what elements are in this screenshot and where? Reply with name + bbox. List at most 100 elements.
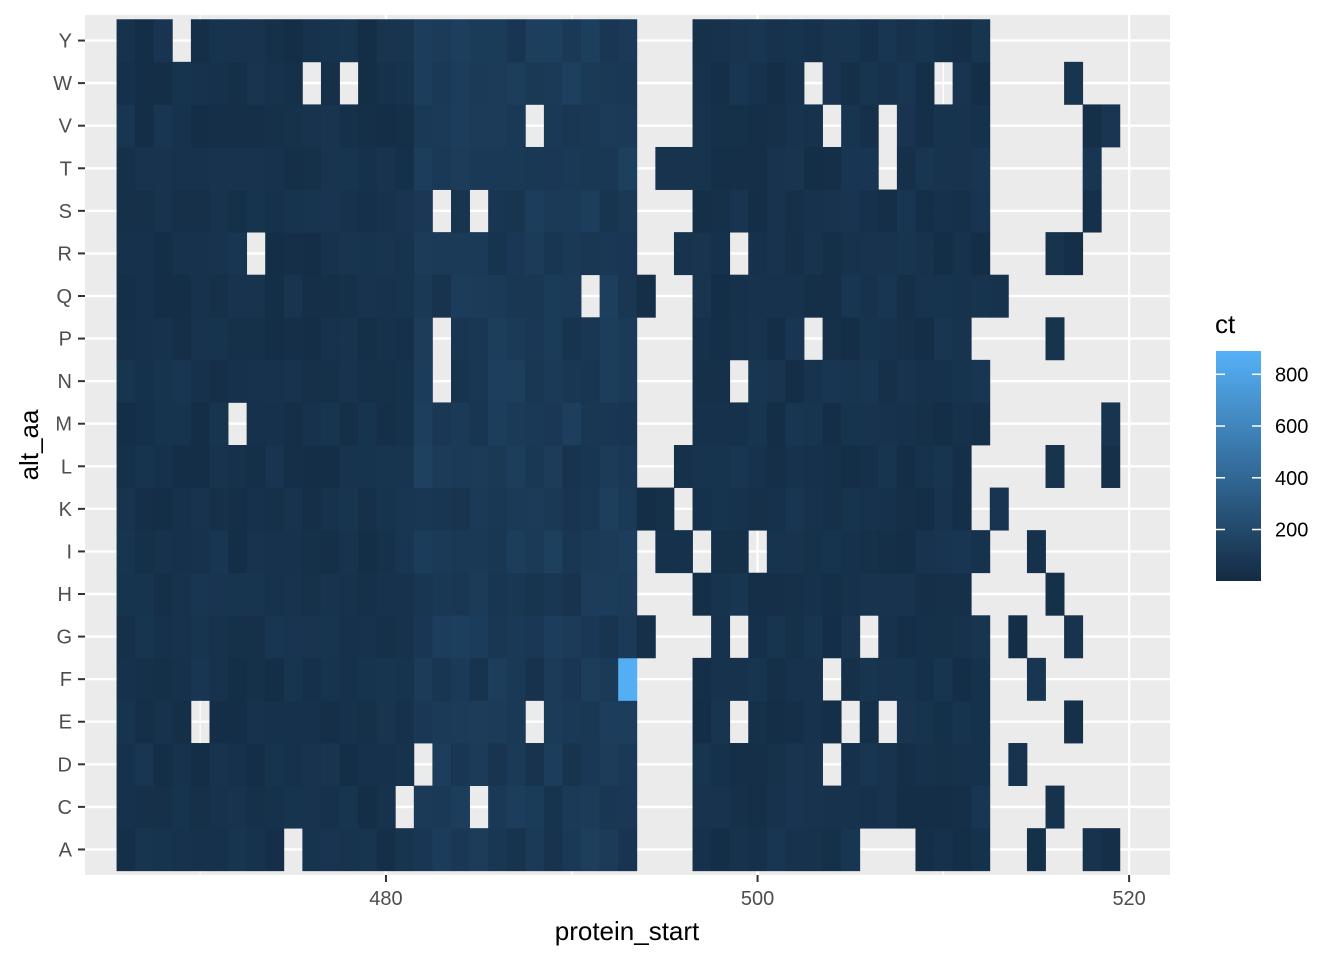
heatmap-tile: [878, 19, 898, 63]
heatmap-tile: [135, 743, 155, 786]
heatmap-tile: [599, 530, 619, 574]
heatmap-tile: [172, 274, 192, 318]
heatmap-tile: [692, 359, 712, 403]
heatmap-tile: [246, 828, 266, 872]
heatmap-tile: [302, 572, 322, 616]
heatmap-tile: [246, 402, 266, 446]
heatmap-tile: [896, 743, 916, 786]
heatmap-tile: [618, 189, 638, 233]
heatmap-tile: [432, 572, 452, 616]
heatmap-tile: [395, 232, 415, 276]
heatmap-tile: [915, 189, 935, 233]
heatmap-tile: [618, 487, 638, 531]
heatmap-tile: [469, 61, 489, 105]
heatmap-tile: [190, 359, 210, 403]
heatmap-tile: [116, 232, 136, 276]
heatmap-tile: [1082, 189, 1102, 233]
heatmap-tile: [1064, 61, 1084, 105]
heatmap-tile: [135, 146, 155, 190]
heatmap-tile: [451, 445, 470, 488]
heatmap-tile: [209, 19, 229, 63]
heatmap-tile: [339, 19, 359, 63]
legend-tick-label: 400: [1275, 468, 1308, 490]
heatmap-tile: [283, 530, 303, 574]
heatmap-tile: [562, 657, 582, 701]
heatmap-tile: [413, 572, 433, 616]
heatmap-tile: [804, 146, 823, 190]
heatmap-tile: [878, 317, 898, 361]
heatmap-tile: [339, 359, 359, 403]
heatmap-tile: [952, 785, 972, 829]
heatmap-tile: [358, 274, 378, 318]
heatmap-tile: [766, 61, 786, 105]
heatmap-tile: [878, 530, 898, 574]
heatmap-tile: [228, 61, 248, 105]
heatmap-tile: [451, 828, 470, 872]
heatmap-tile: [562, 530, 582, 574]
heatmap-tile: [265, 828, 285, 872]
heatmap-tile: [135, 61, 155, 105]
heatmap-tile: [952, 146, 972, 190]
heatmap-tile: [339, 657, 359, 701]
heatmap-tile: [748, 657, 768, 701]
heatmap-tile: [766, 104, 786, 148]
heatmap-tile: [172, 615, 192, 659]
heatmap-tile: [413, 274, 433, 318]
heatmap-tile: [209, 828, 229, 872]
heatmap-tile: [711, 104, 731, 148]
heatmap-tile: [748, 828, 768, 872]
heatmap-tile: [376, 657, 396, 701]
heatmap-tile: [190, 146, 210, 190]
heatmap-tile: [822, 445, 842, 488]
heatmap-tile: [711, 359, 731, 403]
heatmap-tile: [804, 445, 823, 488]
heatmap-tile: [469, 146, 489, 190]
heatmap-tile: [469, 572, 489, 616]
heatmap-tile: [581, 445, 601, 488]
heatmap-tile: [804, 743, 823, 786]
heatmap-tile: [711, 189, 731, 233]
heatmap-tile: [878, 402, 898, 446]
heatmap-tile: [153, 530, 173, 574]
heatmap-tile: [358, 19, 378, 63]
heatmap-tile: [562, 402, 582, 446]
heatmap-tile: [358, 232, 378, 276]
heatmap-tile: [711, 232, 731, 276]
heatmap-tile: [451, 104, 470, 148]
heatmap-tile: [543, 445, 563, 488]
heatmap-tile: [618, 61, 638, 105]
heatmap-tile: [302, 487, 322, 531]
heatmap-tile: [562, 317, 582, 361]
heatmap-tile: [971, 828, 991, 872]
x-axis: 480 500 520: [369, 875, 1146, 910]
heatmap-tile: [153, 445, 173, 488]
heatmap-tile: [859, 232, 879, 276]
heatmap-tile: [265, 657, 285, 701]
heatmap-tile: [135, 232, 155, 276]
heatmap-tile: [822, 19, 842, 63]
heatmap-tile: [581, 19, 601, 63]
heatmap-tile: [228, 359, 248, 403]
heatmap-tile: [952, 61, 972, 105]
heatmap-tile: [358, 657, 378, 701]
heatmap-tile: [692, 402, 712, 446]
heatmap-tile: [432, 657, 452, 701]
heatmap-tile: [190, 828, 210, 872]
heatmap-tile: [376, 359, 396, 403]
heatmap-tile: [246, 572, 266, 616]
heatmap-tile: [562, 146, 582, 190]
heatmap-tile: [711, 572, 731, 616]
heatmap-tile: [116, 743, 136, 786]
heatmap-tile: [190, 274, 210, 318]
heatmap-tile: [172, 530, 192, 574]
heatmap-tile: [785, 232, 805, 276]
heatmap-tile: [469, 402, 489, 446]
heatmap-tile: [469, 487, 489, 531]
y-tick-label: N: [58, 371, 72, 393]
heatmap-tile: [692, 104, 712, 148]
heatmap-tile: [506, 19, 526, 63]
heatmap-tile: [859, 700, 879, 744]
heatmap-tile: [339, 615, 359, 659]
heatmap-tile: [785, 274, 805, 318]
heatmap-tile: [116, 445, 136, 488]
